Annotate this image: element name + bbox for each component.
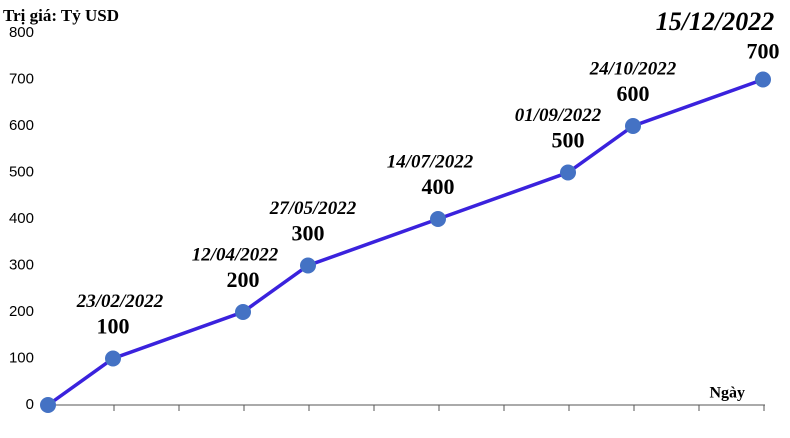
marker — [625, 118, 641, 134]
value-label: 100 — [97, 314, 130, 339]
date-label: 14/07/2022 — [387, 151, 474, 172]
date-label: 27/05/2022 — [269, 198, 357, 219]
y-tick-label: 700 — [9, 70, 34, 87]
y-tick-label: 600 — [9, 117, 34, 134]
marker — [235, 304, 251, 320]
y-tick-label: 300 — [9, 256, 34, 273]
y-tick-label: 800 — [9, 24, 34, 41]
value-label: 500 — [552, 128, 585, 153]
value-label: 700 — [747, 39, 780, 64]
y-tick-label: 0 — [26, 396, 34, 413]
line — [46, 77, 764, 407]
date-label: 24/10/2022 — [589, 58, 677, 79]
marker — [430, 211, 446, 227]
marker — [40, 397, 56, 413]
date-label: 01/09/2022 — [515, 105, 602, 126]
y-tick-label: 500 — [9, 163, 34, 180]
y-axis-label: Trị giá: Tỷ USD — [3, 6, 119, 25]
x-axis-label: Ngày — [709, 385, 745, 402]
marker — [105, 350, 121, 367]
value-label: 300 — [292, 221, 325, 246]
y-tick-label: 200 — [9, 303, 34, 320]
y-tick-label: 100 — [9, 349, 34, 366]
marker — [300, 257, 316, 274]
date-label: 23/02/2022 — [76, 291, 164, 312]
value-label: 400 — [422, 174, 455, 199]
y-tick-label: 400 — [9, 210, 34, 227]
marker — [755, 71, 771, 88]
date-label: 12/04/2022 — [192, 244, 279, 265]
value-label: 200 — [227, 267, 260, 292]
marker — [560, 164, 576, 181]
value-label: 600 — [617, 81, 650, 106]
date-label: 15/12/2022 — [656, 7, 774, 36]
